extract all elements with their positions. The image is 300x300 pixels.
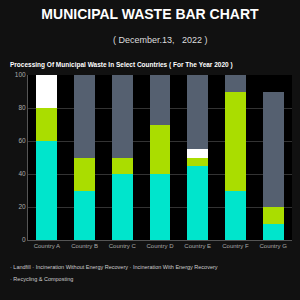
svg-text:20: 20 <box>18 203 26 210</box>
svg-text:Country C: Country C <box>109 243 137 249</box>
svg-text:Country D: Country D <box>146 243 174 249</box>
svg-text:Country B: Country B <box>71 243 98 249</box>
svg-text:Country A: Country A <box>34 243 60 249</box>
svg-text:Country G: Country G <box>259 243 287 249</box>
svg-text:MUNICIPAL WASTE BAR CHART: MUNICIPAL WASTE BAR CHART <box>41 6 259 22</box>
svg-text:80: 80 <box>18 104 26 111</box>
svg-text:· Recycling & Composting: · Recycling & Composting <box>10 276 73 282</box>
svg-text:60: 60 <box>18 137 26 144</box>
svg-text:Country F: Country F <box>222 243 249 249</box>
svg-text:100: 100 <box>15 71 26 78</box>
svg-text:Processing Of Municipal Waste: Processing Of Municipal Waste In Select … <box>10 61 233 69</box>
svg-text:0: 0 <box>22 236 26 243</box>
svg-text:· Landfill · Incineration With: · Landfill · Incineration Without Energy… <box>10 264 218 270</box>
svg-text:Country E: Country E <box>184 243 211 249</box>
svg-text:( December.13, 2022 ): ( December.13, 2022 ) <box>113 35 208 45</box>
svg-text:40: 40 <box>18 170 26 177</box>
